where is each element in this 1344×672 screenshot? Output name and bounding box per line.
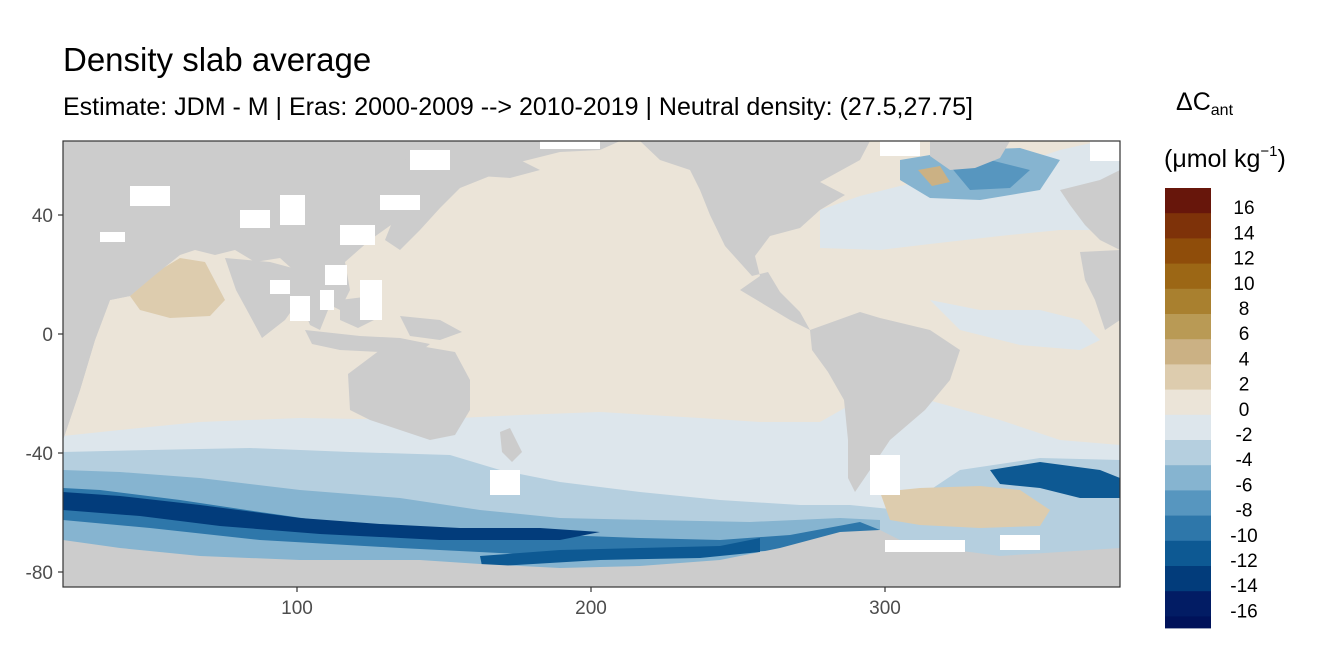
labrador-positive: [918, 166, 950, 186]
land-japan: [414, 188, 440, 228]
ross-sea-dark-edge: [480, 538, 760, 566]
southern-ocean-darkest-band: [63, 492, 600, 540]
land-north-america: [640, 141, 870, 330]
legend-unit-open: (μmol kg: [1164, 145, 1261, 173]
south-atlantic-positive: [880, 486, 1050, 528]
legend-swatch: [1165, 364, 1211, 391]
legend-label: -4: [1236, 450, 1253, 471]
land-eurasia-africa-west: [63, 141, 480, 440]
legend-label: 8: [1239, 299, 1250, 320]
legend-title-symbol: ΔC: [1176, 88, 1211, 116]
legend-label: -12: [1230, 551, 1257, 572]
legend-label: -14: [1230, 576, 1258, 597]
legend-title-subscript: ant: [1210, 102, 1234, 119]
legend-swatch: [1165, 339, 1211, 365]
y-tick-label: -40: [26, 444, 53, 465]
legend-swatch: [1165, 440, 1211, 466]
legend-label: 2: [1239, 375, 1250, 396]
legend-swatch: [1165, 566, 1211, 592]
legend-swatch: [1165, 389, 1211, 416]
legend-unit-superscript: −1: [1260, 143, 1278, 160]
legend-label: 12: [1233, 249, 1254, 270]
land-greenland: [930, 141, 1010, 170]
land-new-guinea: [400, 316, 462, 340]
legend-label: 10: [1233, 274, 1254, 295]
legend-swatch: [1165, 188, 1211, 214]
land-south-america: [810, 312, 960, 492]
legend-swatch: [1165, 314, 1211, 340]
map-title: Density slab average: [63, 41, 372, 78]
legend-label: -8: [1236, 501, 1253, 522]
y-tick-label: 40: [32, 206, 53, 227]
arabian-sea-positive: [130, 258, 225, 318]
land-masses: [63, 141, 1120, 587]
legend-title: ΔCant: [1176, 86, 1233, 127]
land-india: [225, 258, 305, 338]
legend-label: 0: [1239, 400, 1250, 421]
weddell-sea-dark-band: [990, 462, 1120, 498]
legend-swatch: [1165, 465, 1211, 491]
legend-label: 16: [1233, 198, 1254, 219]
y-tick-label: -80: [26, 563, 53, 584]
legend-swatch: [1165, 213, 1211, 239]
legend-swatch: [1165, 616, 1211, 629]
land-antarctica: [63, 530, 1120, 587]
legend-label: -10: [1230, 526, 1257, 547]
legend-label: 14: [1233, 223, 1255, 244]
land-australia: [348, 346, 470, 440]
legend-swatch: [1165, 238, 1211, 265]
y-tick-label: 0: [42, 325, 53, 346]
legend-label: 4: [1239, 349, 1250, 370]
legend-colorbar: 16 14 12 10 8 6 4 2 0 -2 -4 -6 -8 -10 -12 -14 -16: [1165, 188, 1258, 629]
legend-unit-close: ): [1277, 145, 1286, 173]
map-subtitle: Estimate: JDM - M | Eras: 2000-2009 --> …: [63, 93, 973, 121]
x-tick-label: 100: [281, 598, 313, 619]
land-new-zealand: [500, 428, 522, 462]
missing-data: [100, 141, 1120, 552]
land-indonesia: [305, 330, 430, 352]
legend-swatch: [1165, 263, 1211, 290]
legend-label: 6: [1239, 324, 1250, 345]
legend-swatch: [1165, 515, 1211, 542]
legend-swatch: [1165, 414, 1211, 441]
legend-unit: (μmol kg−1): [1164, 136, 1286, 175]
land-africa: [63, 230, 160, 440]
legend-label: -6: [1236, 475, 1253, 496]
land-west-africa: [1080, 250, 1120, 330]
land-kamchatka: [470, 150, 540, 178]
x-tick-label: 200: [575, 598, 607, 619]
atlantic-equatorial-light: [930, 300, 1100, 350]
legend-label: -16: [1230, 601, 1257, 622]
y-axis: [58, 214, 63, 573]
legend-swatch: [1165, 490, 1211, 517]
legend-swatch: [1165, 591, 1211, 617]
legend-swatch: [1165, 288, 1211, 315]
land-europe: [1060, 170, 1120, 250]
x-tick-label: 300: [869, 598, 901, 619]
x-axis: [296, 587, 886, 592]
legend-swatch: [1165, 540, 1211, 567]
southern-ocean-deep-band: [63, 488, 880, 556]
legend-label: -2: [1236, 425, 1253, 446]
